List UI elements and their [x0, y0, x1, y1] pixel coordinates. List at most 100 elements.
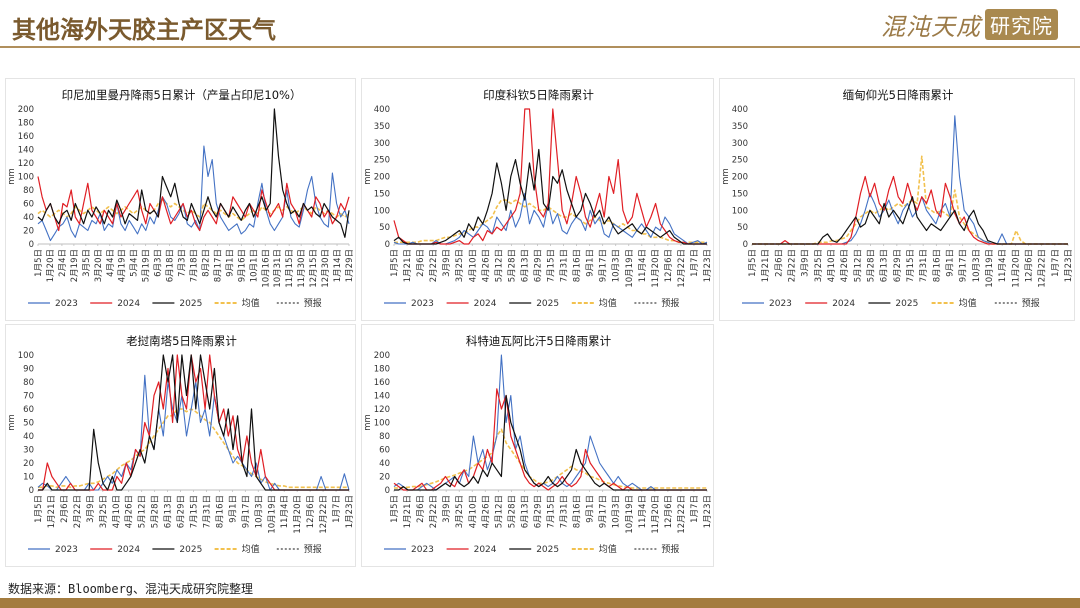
- x-tick-label: 11月20日: [1011, 249, 1021, 288]
- footer-bar: [0, 598, 1080, 608]
- x-tick-label: 6月29日: [533, 249, 543, 282]
- series-line-2025: [38, 354, 349, 491]
- x-tick-label: 2月6日: [774, 249, 784, 277]
- chart-india: 印度科钦5日降雨累计 mm 0 50 100 150 200 250 300 350 400 1月5日…: [363, 88, 713, 309]
- x-tick-label: 9月1日: [586, 249, 596, 277]
- x-tick-label: 12月22日: [677, 495, 687, 534]
- x-tick-label: 9月16日: [237, 249, 247, 282]
- x-tick-label: 6月29日: [893, 249, 903, 282]
- y-tick-label: 80: [23, 186, 34, 196]
- chart-panel-laos: 老挝南塔5日降雨累计 mm 0 10 20 30 40 50 60 70 80 90 100 1月5日 1月…: [5, 324, 356, 567]
- x-tick-label: 2月19日: [70, 249, 80, 282]
- series-line-2024: [393, 108, 707, 245]
- series-line-2023: [37, 374, 350, 491]
- x-tick-label: 6月29日: [177, 495, 187, 528]
- x-tick-label: 10月3日: [254, 495, 264, 528]
- series-line-2025: [394, 394, 707, 491]
- x-tick-label: 5月19日: [142, 249, 152, 282]
- x-tick-label: 1月5日: [34, 249, 44, 277]
- y-tick-label: 350: [374, 122, 390, 132]
- chart-indonesia: 印尼加里曼丹降雨5日累计（产量占印尼10%） mm 0 20 40 60 80 100 120 1…: [7, 88, 355, 309]
- x-tick-label: 3月25日: [99, 495, 109, 528]
- x-tick-label: 11月20日: [651, 249, 661, 288]
- x-tick-label: 12月6日: [664, 495, 674, 528]
- y-tick-label: 400: [374, 105, 390, 115]
- x-tick-label: 10月19日: [267, 495, 277, 534]
- legend-label: 均值: [242, 297, 260, 309]
- x-tick-label: 4月10日: [112, 495, 122, 528]
- chart-panel-india: 印度科钦5日降雨累计 mm 0 50 100 150 200 250 300 350 400 1月5日…: [361, 78, 714, 321]
- y-tick-label: 40: [379, 459, 390, 469]
- x-tick-label: 7月31日: [560, 495, 570, 528]
- series-line-avg: [38, 408, 349, 489]
- x-tick-label: 12月22日: [677, 249, 687, 288]
- y-tick-label: 160: [18, 132, 34, 142]
- y-axis-label: mm: [363, 414, 373, 431]
- x-tick-label: 11月20日: [651, 495, 661, 534]
- x-tick-label: 11月4日: [638, 495, 648, 528]
- header-divider: [0, 46, 1080, 48]
- series-line-2025: [393, 148, 707, 245]
- y-tick-label: 200: [18, 105, 34, 115]
- y-tick-label: 120: [374, 405, 390, 415]
- x-tick-label: 9月17日: [599, 495, 609, 528]
- y-tick-label: 350: [732, 122, 748, 132]
- series-line-2024: [37, 176, 350, 232]
- legend-label: 2025: [536, 545, 559, 555]
- y-tick-label: 0: [385, 240, 390, 250]
- x-tick-label: 5月28日: [507, 495, 517, 528]
- x-tick-label: 10月31日: [273, 249, 283, 288]
- x-tick-label: 4月4日: [106, 249, 116, 277]
- x-tick-label: 3月25日: [455, 495, 465, 528]
- legend-label: 2023: [411, 545, 434, 555]
- x-tick-label: 7月31日: [919, 249, 929, 282]
- y-tick-label: 120: [18, 159, 34, 169]
- x-tick-label: 2月6日: [416, 249, 426, 277]
- x-tick-label: 8月16日: [215, 495, 225, 528]
- series-line-avg: [37, 199, 350, 222]
- legend-label: 2023: [411, 299, 434, 309]
- y-tick-label: 80: [23, 378, 34, 388]
- x-tick-label: 11月20日: [293, 495, 303, 534]
- x-tick-label: 6月3日: [154, 249, 164, 277]
- x-tick-label: 2月6日: [416, 495, 426, 523]
- x-tick-label: 1月7日: [332, 495, 342, 523]
- x-tick-label: 4月26日: [481, 495, 491, 528]
- x-tick-label: 2月4日: [58, 249, 68, 277]
- x-tick-label: 4月10日: [468, 249, 478, 282]
- x-tick-label: 6月18日: [166, 249, 176, 282]
- x-tick-label: 1月23日: [703, 249, 713, 282]
- x-tick-label: 2月22日: [429, 249, 439, 282]
- x-tick-label: 9月17日: [959, 249, 969, 282]
- x-tick-label: 8月16日: [573, 249, 583, 282]
- x-tick-label: 7月31日: [202, 495, 212, 528]
- x-tick-label: 4月26日: [125, 495, 135, 528]
- x-tick-label: 1月5日: [748, 249, 758, 277]
- x-tick-label: 12月22日: [319, 495, 329, 534]
- series-line-2023: [752, 115, 1068, 245]
- x-tick-label: 8月17日: [213, 249, 223, 282]
- chart-cote-divoire: 科特迪瓦阿比汗5日降雨累计 mm 0 20 40 60 80 100 120 140 160 180 2…: [363, 334, 713, 555]
- x-tick-label: 7月15日: [547, 495, 557, 528]
- legend-label: 均值: [242, 543, 260, 555]
- y-axis-label: mm: [7, 168, 17, 185]
- brand-logo: 混沌天成 研究院: [881, 8, 1058, 41]
- x-tick-label: 1月5日: [34, 495, 44, 523]
- x-tick-label: 12月22日: [1038, 249, 1048, 288]
- x-tick-label: 9月17日: [599, 249, 609, 282]
- x-tick-label: 2月22日: [73, 495, 83, 528]
- chart-panel-myanmar: 缅甸仰光5日降雨累计 mm 0 50 100 150 200 250 300 350 400 1月5日…: [719, 78, 1075, 321]
- x-tick-label: 1月5日: [390, 495, 400, 523]
- y-tick-label: 200: [732, 173, 748, 183]
- x-tick-label: 7月3日: [178, 249, 188, 277]
- y-tick-label: 180: [374, 365, 390, 375]
- x-tick-label: 3月9日: [442, 249, 452, 277]
- x-tick-label: 12月6日: [664, 249, 674, 282]
- series-line-2025: [752, 196, 1068, 245]
- x-tick-label: 10月3日: [612, 249, 622, 282]
- x-tick-label: 6月29日: [533, 495, 543, 528]
- x-tick-label: 3月9日: [86, 495, 96, 523]
- x-tick-label: 1月21日: [403, 249, 413, 282]
- y-tick-label: 140: [18, 146, 34, 156]
- x-tick-label: 5月12日: [494, 495, 504, 528]
